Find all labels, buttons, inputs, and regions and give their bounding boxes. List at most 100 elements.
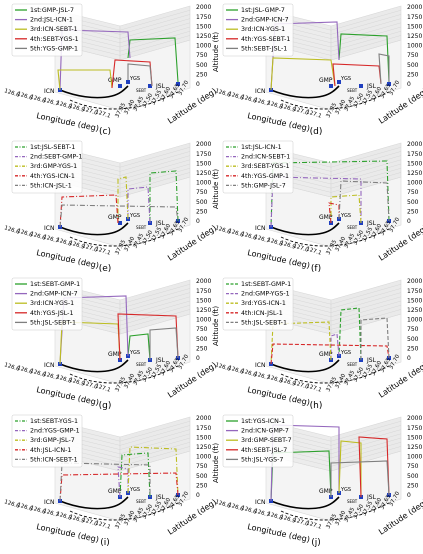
route-path-2nd	[127, 186, 151, 224]
vertiport-label-gmp: GMP	[319, 77, 333, 84]
vertiport-marker	[148, 84, 152, 88]
route-path-5th	[149, 327, 179, 360]
panel-g: ICN GMP YGS JSL SEBT 0 250 500 750 1000 1250 1500 17…	[3, 277, 220, 411]
altitude-tick: 500	[196, 199, 208, 206]
panel-caption: (c)	[99, 127, 111, 137]
longitude-tick: 126.6	[240, 368, 257, 379]
legend-entry-4th: 4th:JSL-ICN-1	[30, 447, 71, 454]
route-path-4th	[59, 472, 179, 502]
longitude-tick: 126.9	[68, 103, 85, 114]
route-path-3rd	[127, 446, 179, 496]
legend-entry-3rd: 3rd:ICN-YGS-1	[30, 300, 74, 307]
longitude-tick: 126.7	[253, 234, 270, 245]
altitude-tick: 1500	[196, 160, 211, 167]
longitude-tick: 126.9	[279, 240, 296, 251]
longitude-tick: 127.0	[81, 380, 98, 391]
panel-caption: (i)	[100, 538, 110, 548]
panel-caption: (e)	[99, 264, 112, 274]
vertiport-label-icn: ICN	[44, 362, 54, 369]
longitude-tick: 126.6	[16, 91, 33, 102]
altitude-tick: 1250	[196, 33, 211, 40]
legend: 1st:JSL-GMP-7 2nd:GMP-ICN-7 3rd:ICN-YGS-1 4…	[222, 3, 294, 57]
longitude-tick: 127.1	[305, 383, 322, 394]
legend-entry-3rd: 3rd:YGS-ICN-1	[241, 300, 286, 307]
altitude-tick: 1750	[196, 14, 211, 21]
altitude-tick: 750	[407, 326, 419, 333]
legend: 1st:SEBT-GMP-1 2nd:GMP-ICN-7 3rd:ICN-YGS-1…	[11, 277, 83, 331]
longitude-tick: 126.6	[227, 502, 244, 513]
legend-entry-2nd: 2nd:ICN-GMP-7	[241, 428, 289, 435]
longitude-tick: 126.6	[227, 91, 244, 102]
longitude-tick: 126.6	[3, 88, 20, 99]
legend-entry-4th: 4th:ICN-JSL-1	[241, 310, 283, 317]
altitude-tick: 1750	[196, 288, 211, 295]
altitude-tick: 1500	[407, 434, 422, 441]
altitude-tick: 1500	[196, 23, 211, 30]
legend-entry-2nd: 2nd:GMP-ICN-7	[30, 291, 78, 298]
route-path-2nd	[270, 21, 340, 91]
altitude-tick: 750	[407, 52, 419, 59]
legend-entry-1st: 1st:YGS-ICN-1	[241, 418, 285, 425]
altitude-tick: 500	[196, 336, 208, 343]
grid-line	[330, 163, 402, 185]
legend-entry-3rd: 3rd:GMP-YGS-1	[30, 163, 77, 170]
route-path-5th	[59, 204, 179, 228]
vertiport-label-sebt: SEBT	[347, 225, 358, 230]
altitude-tick: 2000	[196, 4, 211, 11]
legend-entry-5th: 5th:JSL-SEBT-1	[30, 319, 76, 326]
legend-box	[222, 414, 294, 468]
longitude-tick: 126.6	[29, 231, 46, 242]
legend-entry-2nd: 2nd:ICN-SEBT-1	[241, 154, 290, 161]
altitude-tick: 2000	[196, 278, 211, 285]
route-path-3rd	[270, 57, 336, 91]
legend: 1st:SEBT-GMP-1 2nd:GMP-YGS-1 3rd:YGS-ICN-1…	[222, 277, 294, 331]
legend: 1st:GMP-JSL-7 2nd:JSL-ICN-1 3rd:ICN-SEBT-1…	[11, 3, 83, 57]
altitude-tick: 1500	[407, 160, 422, 167]
grid-line	[119, 433, 191, 454]
vertiport-label-gmp: GMP	[319, 214, 333, 221]
grid-line	[119, 292, 191, 313]
longitude-tick: 126.6	[227, 365, 244, 376]
altitude-tick: 2000	[407, 141, 422, 148]
grid-line	[330, 18, 402, 39]
legend-entry-3rd: 3rd:GMP-SEBT-7	[241, 437, 292, 444]
altitude-tick: 500	[407, 199, 419, 206]
longitude-tick: 126.6	[29, 505, 46, 516]
route-path-3rd	[57, 69, 113, 91]
altitude-tick: 250	[407, 482, 419, 489]
longitude-tick: 127.1	[305, 520, 322, 531]
vertiport-label-ygs: YGS	[340, 76, 351, 82]
altitude-axis-label: Altitude (ft)	[212, 169, 220, 209]
vertiport-label-sebt: SEBT	[136, 225, 147, 230]
ground-track-solid	[59, 359, 129, 373]
vertiport-marker	[126, 80, 130, 84]
vertiport-marker	[118, 84, 122, 88]
vertiport-label-sebt: SEBT	[136, 88, 147, 93]
route-path-1st	[149, 170, 179, 223]
route-path-3rd	[117, 176, 129, 223]
longitude-tick: 126.6	[214, 362, 231, 373]
vertiport-label-icn: ICN	[255, 499, 265, 506]
altitude-tick: 1750	[196, 151, 211, 158]
grid-line	[330, 300, 402, 322]
grid-line	[119, 425, 191, 446]
grid-line	[330, 421, 402, 442]
longitude-tick: 126.6	[29, 94, 46, 105]
altitude-tick: 0	[196, 81, 200, 88]
grid-line	[330, 22, 402, 43]
longitude-tick: 126.8	[55, 237, 72, 248]
longitude-tick: 126.8	[55, 511, 72, 522]
legend-entry-1st: 1st:SEBT-GMP-1	[30, 281, 80, 288]
legend-box	[11, 414, 83, 468]
panel-caption: (d)	[310, 127, 323, 137]
legend: 1st:YGS-ICN-1 2nd:ICN-GMP-7 3rd:GMP-SEBT-7…	[222, 414, 294, 468]
legend-entry-2nd: 2nd:YGS-GMP-1	[30, 428, 80, 435]
altitude-tick: 2000	[407, 4, 422, 11]
altitude-tick: 750	[196, 463, 208, 470]
route-path-1st	[127, 333, 151, 361]
route-path-1st	[270, 160, 390, 228]
longitude-tick: 126.8	[266, 237, 283, 248]
altitude-tick: 500	[407, 62, 419, 69]
longitude-tick: 126.9	[68, 514, 85, 525]
vertiport-label-ygs: YGS	[129, 487, 140, 493]
